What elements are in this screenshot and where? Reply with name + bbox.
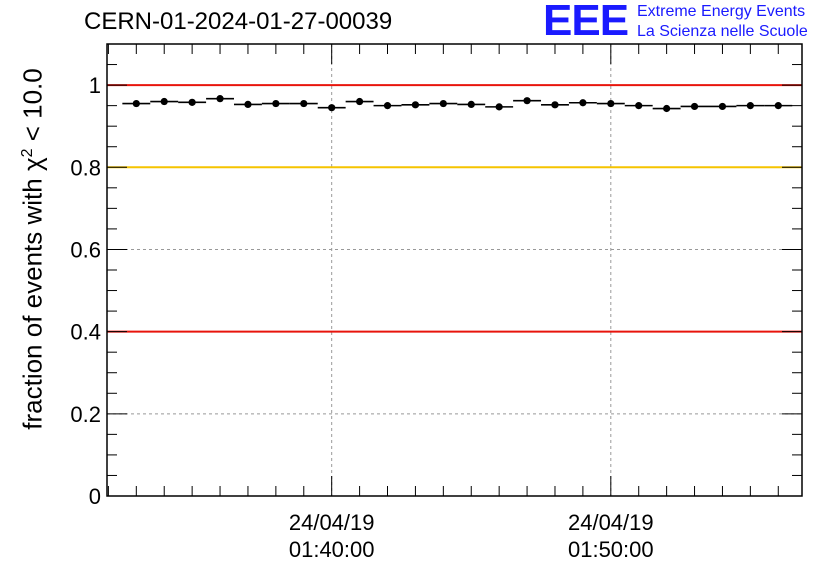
- y-tick-label: 0.2: [70, 402, 101, 427]
- y-tick-label: 0.6: [70, 237, 101, 262]
- data-point: [356, 97, 364, 106]
- eee-logo: EEE Extreme Energy Events La Scienza nel…: [543, 0, 833, 46]
- data-point: [216, 95, 224, 103]
- y-axis-label-suffix: < 10.0: [17, 68, 48, 149]
- data-point: [523, 97, 531, 105]
- data-point: [439, 99, 447, 108]
- x-tick-label-time: 01:50:00: [568, 537, 654, 562]
- y-tick-label: 1: [89, 73, 101, 98]
- axes: 00.20.40.60.8124/04/1901:40:0024/04/1901…: [70, 43, 802, 562]
- plot-frame: [106, 43, 803, 497]
- run-title: CERN-01-2024-01-27-00039: [84, 8, 393, 35]
- data-point: [160, 97, 168, 106]
- data-point: [411, 101, 420, 109]
- data-point: [244, 100, 252, 109]
- data-point: [746, 102, 754, 110]
- eee-logo-mark: EEE: [543, 0, 629, 45]
- data-point: [188, 98, 196, 106]
- y-axis-label: fraction of events with χ2 < 10.0: [18, 68, 49, 429]
- data-point: [300, 99, 308, 108]
- x-tick-label-date: 24/04/19: [568, 510, 654, 535]
- data-point: [551, 101, 559, 109]
- data-point: [663, 104, 671, 113]
- data-point: [579, 99, 587, 107]
- chi-exponent: 2: [18, 148, 36, 158]
- data-series: [122, 95, 793, 113]
- data-point: [132, 99, 140, 108]
- y-tick-label: 0: [89, 484, 101, 509]
- x-tick-label-time: 01:40:00: [289, 537, 375, 562]
- y-tick-label: 0.8: [70, 155, 101, 180]
- data-point: [467, 100, 475, 109]
- logo-text-line1: Extreme Energy Events: [637, 3, 806, 20]
- data-point: [774, 102, 782, 110]
- data-point: [272, 99, 280, 108]
- data-point: [635, 102, 643, 110]
- chi-symbol: χ: [17, 157, 48, 172]
- reference-lines: [107, 84, 802, 333]
- data-point: [690, 102, 699, 111]
- grid-lines: [107, 44, 802, 496]
- y-tick-label: 0.4: [70, 320, 101, 345]
- y-axis-label-prefix: fraction of events with: [17, 171, 48, 430]
- logo-text-line2: La Scienza nelle Scuole: [637, 23, 808, 40]
- data-point: [718, 102, 727, 111]
- x-tick-label-date: 24/04/19: [289, 510, 375, 535]
- data-point: [328, 104, 336, 112]
- data-point: [383, 102, 392, 110]
- data-point: [495, 103, 503, 111]
- data-point: [607, 99, 615, 108]
